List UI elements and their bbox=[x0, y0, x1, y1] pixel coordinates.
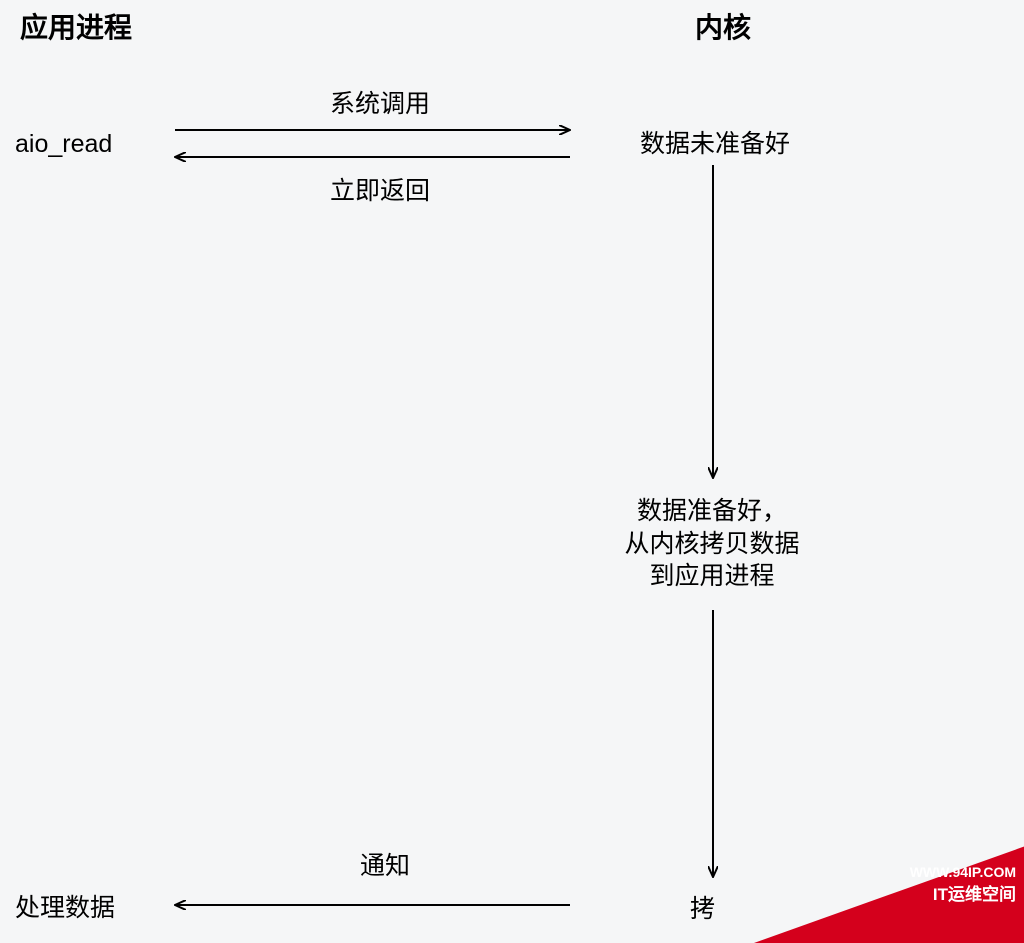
edge-label-syscall: 系统调用 bbox=[330, 88, 430, 121]
edge-label-notify: 通知 bbox=[360, 850, 410, 883]
right-column-heading: 内核 bbox=[695, 10, 751, 46]
node-copy-partial: 拷 bbox=[690, 893, 715, 926]
left-column-heading: 应用进程 bbox=[20, 10, 132, 46]
watermark-brand: IT运维空间 bbox=[910, 880, 1016, 905]
diagram-arrows bbox=[0, 0, 1024, 933]
watermark-url: WWW.94IP.COM bbox=[910, 864, 1016, 880]
node-process-data: 处理数据 bbox=[15, 892, 115, 925]
edge-label-return: 立即返回 bbox=[330, 175, 430, 208]
node-data-not-ready: 数据未准备好 bbox=[640, 128, 790, 161]
data-ready-line1: 数据准备好，从内核拷贝数据到应用进程 bbox=[624, 497, 799, 590]
watermark-text: WWW.94IP.COM IT运维空间 bbox=[910, 864, 1016, 905]
node-aio-read: aio_read bbox=[15, 128, 112, 161]
node-data-ready: 数据准备好，从内核拷贝数据到应用进程 bbox=[607, 495, 817, 593]
